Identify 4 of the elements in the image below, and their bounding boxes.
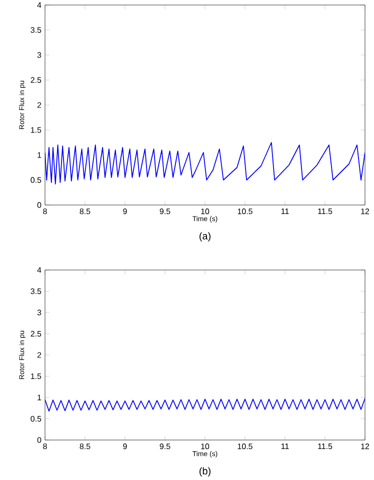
text: (b) [200, 467, 210, 476]
line-series [45, 142, 365, 184]
line-series [45, 398, 365, 412]
text: (a) [200, 232, 210, 242]
